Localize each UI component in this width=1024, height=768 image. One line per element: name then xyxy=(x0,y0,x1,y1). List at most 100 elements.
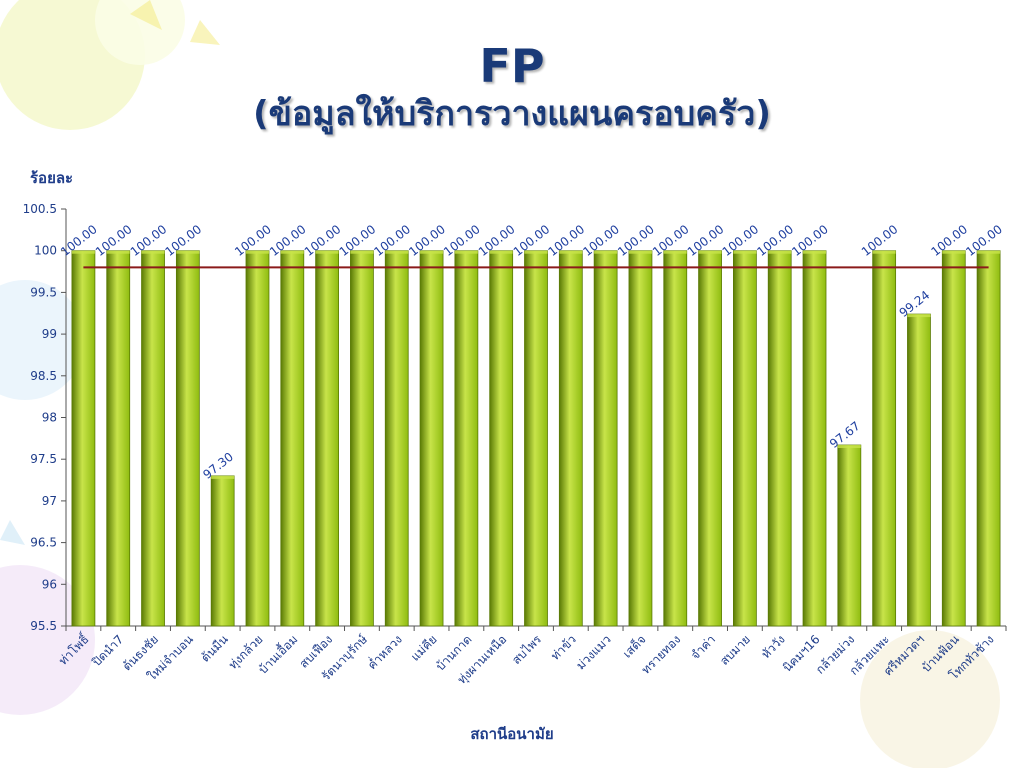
y-axis-label: ร้อยละ xyxy=(30,169,74,187)
bar-top-highlight xyxy=(977,250,1001,254)
bar-4 xyxy=(175,250,200,627)
bar-rect xyxy=(802,250,827,627)
x-tick-label: ค่ำหลวง xyxy=(363,631,404,672)
bar-top-highlight xyxy=(350,250,374,254)
bar-rect xyxy=(872,250,897,627)
y-tick-label: 96.5 xyxy=(30,536,57,550)
bar-rect xyxy=(976,250,1001,627)
bar-1 xyxy=(71,250,96,627)
bar-5 xyxy=(210,475,235,627)
y-tick-label: 98.5 xyxy=(30,369,57,383)
x-tick-label: สบมาย xyxy=(717,632,753,668)
bar-rect xyxy=(454,250,479,627)
bar-rect xyxy=(245,250,270,627)
bar-top-highlight xyxy=(176,250,200,254)
bar-10 xyxy=(384,250,409,627)
x-tick-label: ท่าข้ว xyxy=(548,632,579,663)
bar-top-highlight xyxy=(698,250,722,254)
bar-top-highlight xyxy=(385,250,409,254)
bar-top-highlight xyxy=(141,250,165,254)
bar-top-highlight xyxy=(594,250,618,254)
x-tick-label: แม่คีย xyxy=(408,632,440,664)
bar-20 xyxy=(733,250,757,627)
bar-top-highlight xyxy=(803,250,827,254)
bar-14 xyxy=(524,250,548,627)
bar-top-highlight xyxy=(942,250,966,254)
bar-rect xyxy=(593,250,618,627)
bar-21 xyxy=(767,250,792,627)
y-tick-label: 100.5 xyxy=(23,202,57,216)
slide-subtitle: (ข้อมูลให้บริการวางแผนครอบครัว) xyxy=(253,94,771,134)
bar-27 xyxy=(976,250,1001,627)
bar-rect xyxy=(767,250,792,627)
y-tick-label: 95.5 xyxy=(30,619,57,633)
bar-2 xyxy=(106,250,131,627)
bar-16 xyxy=(593,250,618,627)
bar-13 xyxy=(489,250,514,627)
bar-3 xyxy=(141,250,165,627)
bar-22 xyxy=(802,250,827,627)
bar-top-highlight xyxy=(733,250,757,254)
bar-rect xyxy=(419,250,444,627)
bar-rect xyxy=(71,250,96,627)
bar-19 xyxy=(698,250,722,627)
bar-15 xyxy=(558,250,583,627)
y-tick-label: 96 xyxy=(42,577,57,591)
x-tick-label: จำค่า xyxy=(688,632,718,662)
x-tick-label: ท่าโพธิ์ xyxy=(55,630,93,668)
bar-11 xyxy=(419,250,444,627)
bar-23 xyxy=(837,444,862,627)
bar-top-highlight xyxy=(559,250,583,254)
bar-17 xyxy=(628,250,653,627)
bar-6 xyxy=(245,250,270,627)
bar-top-highlight xyxy=(768,250,792,254)
bar-rect xyxy=(907,313,931,627)
bar-12 xyxy=(454,250,479,627)
bar-rect xyxy=(315,250,340,627)
bar-top-highlight xyxy=(663,250,687,254)
bar-rect xyxy=(175,250,200,627)
bar-rect xyxy=(524,250,548,627)
bar-top-highlight xyxy=(280,250,304,254)
title-block: FP (ข้อมูลให้บริการวางแผนครอบครัว) xyxy=(0,40,1024,136)
bar-top-highlight xyxy=(106,250,130,254)
y-tick-label: 98 xyxy=(42,411,57,425)
y-tick-label: 100 xyxy=(34,244,57,258)
bar-7 xyxy=(280,250,305,627)
bar-rect xyxy=(489,250,514,627)
bar-rect xyxy=(106,250,131,627)
x-tick-label: ต้นมืน xyxy=(198,632,231,665)
bar-top-highlight xyxy=(454,250,478,254)
bar-top-highlight xyxy=(315,250,339,254)
bar-rect xyxy=(350,250,374,627)
bar-top-highlight xyxy=(837,445,861,449)
x-tick-label: หัววัง xyxy=(759,632,788,661)
bar-top-highlight xyxy=(211,475,235,479)
bar-rect xyxy=(941,250,966,627)
bar-top-highlight xyxy=(489,250,513,254)
y-tick-label: 97 xyxy=(42,494,57,508)
bar-rect xyxy=(698,250,722,627)
bar-rect xyxy=(384,250,409,627)
bar-top-highlight xyxy=(71,250,95,254)
bar-25 xyxy=(907,313,931,627)
bar-top-highlight xyxy=(907,314,931,318)
bar-9 xyxy=(350,250,374,627)
bar-rect xyxy=(280,250,305,627)
x-tick-label: สบไพร xyxy=(509,632,544,667)
bar-24 xyxy=(872,250,897,627)
bar-top-highlight xyxy=(628,250,652,254)
x-axis-label: สถานีอนามัย xyxy=(470,725,554,743)
x-tick-label: เสด็จ xyxy=(619,632,648,661)
x-tick-label: บ้านเอื้อม xyxy=(254,631,300,677)
bar-rect xyxy=(558,250,583,627)
y-tick-label: 99.5 xyxy=(30,285,57,299)
bar-rect xyxy=(210,475,235,627)
bar-top-highlight xyxy=(524,250,548,254)
x-tick-label: ม่วงแมว xyxy=(574,632,614,672)
y-tick-label: 97.5 xyxy=(30,452,57,466)
bar-rect xyxy=(733,250,757,627)
